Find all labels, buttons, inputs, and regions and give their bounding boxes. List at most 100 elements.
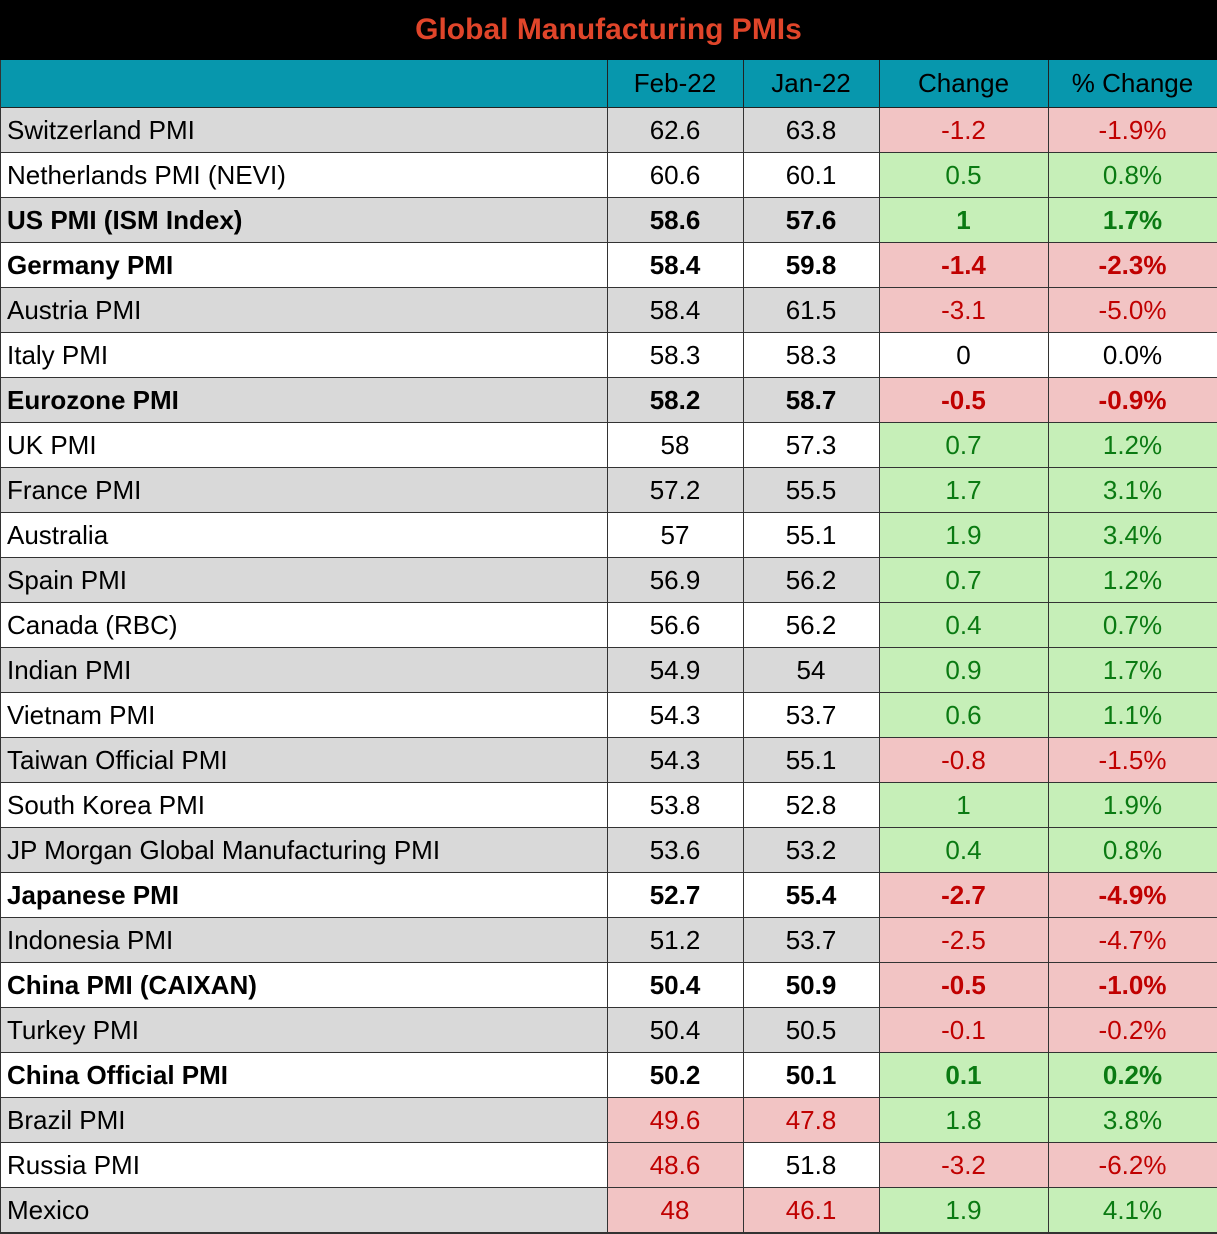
table-body: Switzerland PMI 62.6 63.8 -1.2 -1.9% Netherla… (1, 107, 1217, 1233)
change-cell: -1.4 (879, 242, 1049, 288)
pct-change-cell: 0.2% (1048, 1052, 1217, 1098)
table-row: Russia PMI 48.6 51.8 -3.2 -6.2% (1, 1142, 1217, 1188)
pmi-table: Feb-22 Jan-22 Change % Change Switzerlan… (1, 60, 1217, 1233)
table-row: US PMI (ISM Index) 58.6 57.6 1 1.7% (1, 197, 1217, 243)
table-row: Netherlands PMI (NEVI) 60.6 60.1 0.5 0.8% (1, 152, 1217, 198)
jan-22-cell: 51.8 (743, 1142, 880, 1188)
table-row: Turkey PMI 50.4 50.5 -0.1 -0.2% (1, 1007, 1217, 1053)
jan-22-cell: 60.1 (743, 152, 880, 198)
change-cell: -0.5 (879, 962, 1049, 1008)
feb-22-cell: 51.2 (607, 917, 744, 963)
jan-22-cell: 55.1 (743, 512, 880, 558)
country-name-cell: Turkey PMI (1, 1007, 608, 1053)
country-name-cell: Eurozone PMI (1, 377, 608, 423)
country-name-cell: Taiwan Official PMI (1, 737, 608, 783)
country-name-cell: Indonesia PMI (1, 917, 608, 963)
country-name-cell: Mexico (1, 1187, 608, 1233)
country-name-cell: Russia PMI (1, 1142, 608, 1188)
change-cell: -2.7 (879, 872, 1049, 918)
country-name-cell: France PMI (1, 467, 608, 513)
feb-22-cell: 53.6 (607, 827, 744, 873)
country-name-cell: Switzerland PMI (1, 107, 608, 153)
country-name-cell: Spain PMI (1, 557, 608, 603)
header-country (1, 60, 608, 108)
jan-22-cell: 58.3 (743, 332, 880, 378)
pct-change-cell: 1.1% (1048, 692, 1217, 738)
country-name-cell: Australia (1, 512, 608, 558)
change-cell: 0.4 (879, 602, 1049, 648)
change-cell: -2.5 (879, 917, 1049, 963)
table-row: JP Morgan Global Manufacturing PMI 53.6 53… (1, 827, 1217, 873)
country-name-cell: Vietnam PMI (1, 692, 608, 738)
feb-22-cell: 57.2 (607, 467, 744, 513)
pct-change-cell: 0.8% (1048, 827, 1217, 873)
table-row: Indian PMI 54.9 54 0.9 1.7% (1, 647, 1217, 693)
feb-22-cell: 52.7 (607, 872, 744, 918)
country-name-cell: South Korea PMI (1, 782, 608, 828)
table-row: Australia 57 55.1 1.9 3.4% (1, 512, 1217, 558)
pct-change-cell: 0.8% (1048, 152, 1217, 198)
jan-22-cell: 52.8 (743, 782, 880, 828)
pct-change-cell: 3.1% (1048, 467, 1217, 513)
feb-22-cell: 49.6 (607, 1097, 744, 1143)
table-row: South Korea PMI 53.8 52.8 1 1.9% (1, 782, 1217, 828)
change-cell: 1.9 (879, 1187, 1049, 1233)
change-cell: 0.5 (879, 152, 1049, 198)
pct-change-cell: -1.0% (1048, 962, 1217, 1008)
header-row: Feb-22 Jan-22 Change % Change (1, 60, 1217, 108)
pct-change-cell: 1.2% (1048, 557, 1217, 603)
jan-22-cell: 55.1 (743, 737, 880, 783)
table-row: Canada (RBC) 56.6 56.2 0.4 0.7% (1, 602, 1217, 648)
change-cell: 1.8 (879, 1097, 1049, 1143)
table-row: Austria PMI 58.4 61.5 -3.1 -5.0% (1, 287, 1217, 333)
table-row: Japanese PMI 52.7 55.4 -2.7 -4.9% (1, 872, 1217, 918)
jan-22-cell: 55.5 (743, 467, 880, 513)
feb-22-cell: 62.6 (607, 107, 744, 153)
table-row: Taiwan Official PMI 54.3 55.1 -0.8 -1.5% (1, 737, 1217, 783)
table-row: Eurozone PMI 58.2 58.7 -0.5 -0.9% (1, 377, 1217, 423)
country-name-cell: US PMI (ISM Index) (1, 197, 608, 243)
table-row: France PMI 57.2 55.5 1.7 3.1% (1, 467, 1217, 513)
pct-change-cell: 3.8% (1048, 1097, 1217, 1143)
feb-22-cell: 54.9 (607, 647, 744, 693)
pct-change-cell: 0.7% (1048, 602, 1217, 648)
change-cell: 1.9 (879, 512, 1049, 558)
change-cell: -3.2 (879, 1142, 1049, 1188)
feb-22-cell: 58.3 (607, 332, 744, 378)
pct-change-cell: 4.1% (1048, 1187, 1217, 1233)
header-change: Change (879, 60, 1049, 108)
jan-22-cell: 55.4 (743, 872, 880, 918)
change-cell: 1.7 (879, 467, 1049, 513)
table-row: Switzerland PMI 62.6 63.8 -1.2 -1.9% (1, 107, 1217, 153)
feb-22-cell: 57 (607, 512, 744, 558)
pct-change-cell: 0.0% (1048, 332, 1217, 378)
jan-22-cell: 54 (743, 647, 880, 693)
change-cell: 1 (879, 782, 1049, 828)
jan-22-cell: 61.5 (743, 287, 880, 333)
change-cell: -0.5 (879, 377, 1049, 423)
feb-22-cell: 54.3 (607, 692, 744, 738)
pct-change-cell: -1.9% (1048, 107, 1217, 153)
feb-22-cell: 48 (607, 1187, 744, 1233)
pct-change-cell: -2.3% (1048, 242, 1217, 288)
country-name-cell: Canada (RBC) (1, 602, 608, 648)
change-cell: 0.9 (879, 647, 1049, 693)
feb-22-cell: 54.3 (607, 737, 744, 783)
feb-22-cell: 58.2 (607, 377, 744, 423)
feb-22-cell: 48.6 (607, 1142, 744, 1188)
feb-22-cell: 53.8 (607, 782, 744, 828)
feb-22-cell: 58 (607, 422, 744, 468)
feb-22-cell: 60.6 (607, 152, 744, 198)
feb-22-cell: 56.6 (607, 602, 744, 648)
change-cell: -3.1 (879, 287, 1049, 333)
table-row: Mexico 48 46.1 1.9 4.1% (1, 1187, 1217, 1233)
country-name-cell: China PMI (CAIXAN) (1, 962, 608, 1008)
change-cell: -0.1 (879, 1007, 1049, 1053)
pct-change-cell: 1.7% (1048, 647, 1217, 693)
jan-22-cell: 53.7 (743, 692, 880, 738)
feb-22-cell: 56.9 (607, 557, 744, 603)
pct-change-cell: -4.7% (1048, 917, 1217, 963)
jan-22-cell: 46.1 (743, 1187, 880, 1233)
header-pct-change: % Change (1048, 60, 1217, 108)
change-cell: 0.6 (879, 692, 1049, 738)
